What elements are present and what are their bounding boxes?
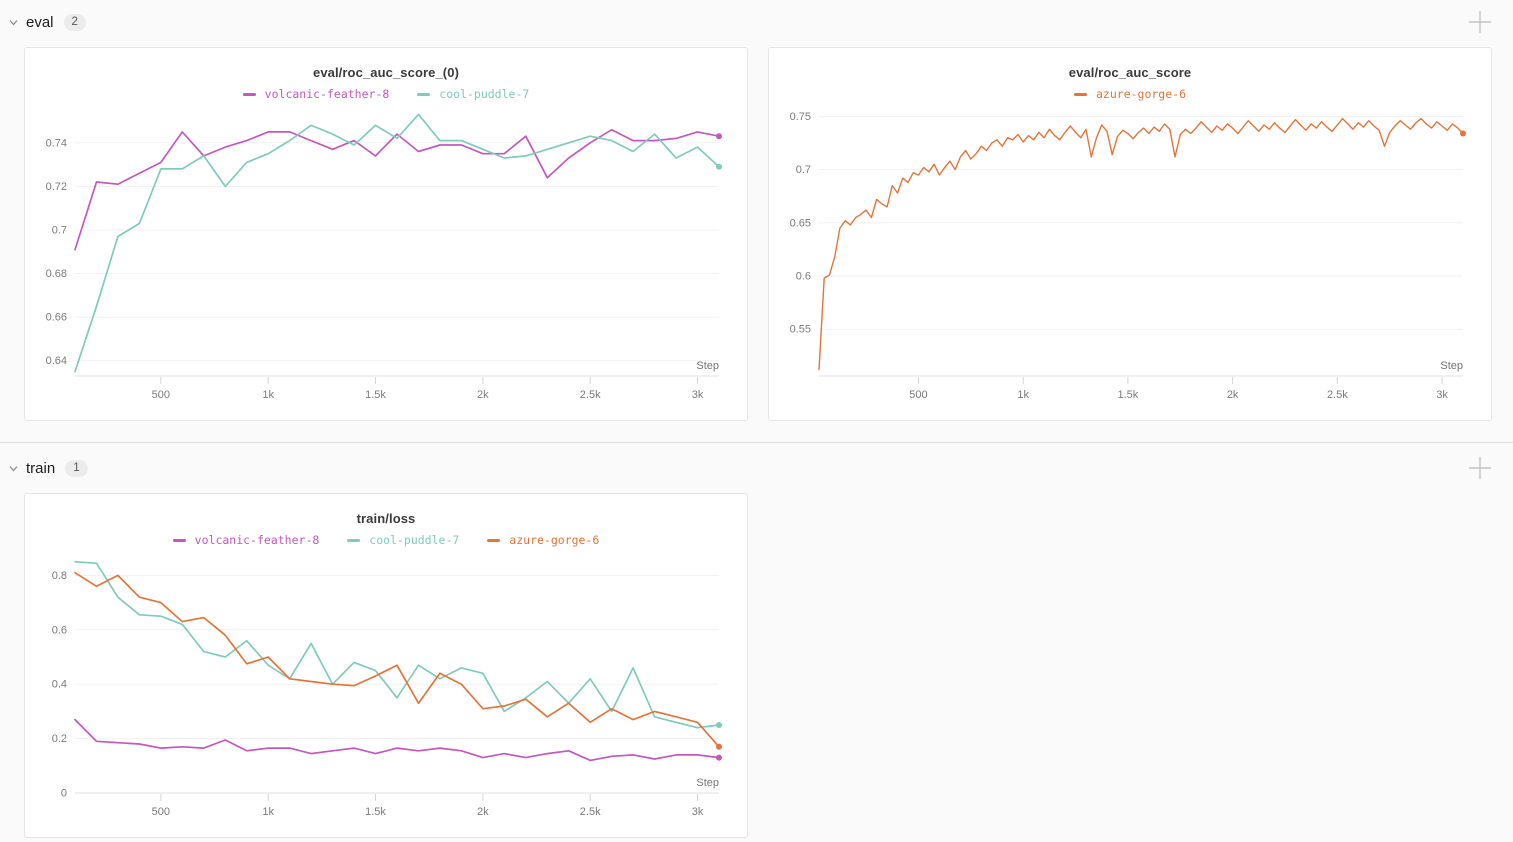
series-endpoint-dot-volcanic-feather-8 xyxy=(716,754,722,761)
chart-canvas[interactable]: 0.55 0.6 0.65 0.7 0.75 500 1k 1.5k 2k 2.5k 3k Step xyxy=(769,101,1491,420)
x-tick-label: 2.5k xyxy=(580,389,601,401)
panel-count-badge: 2 xyxy=(63,13,86,31)
eval-section-header[interactable]: eval 2 xyxy=(0,0,1513,34)
y-tick-label: 0.55 xyxy=(790,324,811,336)
y-tick-label: 0.4 xyxy=(52,679,67,691)
chart-canvas[interactable]: 0.64 0.66 0.68 0.7 0.72 0.74 500 1k 1.5k 2k 2.5k 3k… xyxy=(25,101,747,420)
x-tick-label: 500 xyxy=(152,389,170,401)
y-tick-label: 0.7 xyxy=(796,164,811,176)
run-color-dash xyxy=(487,538,501,542)
train-panels-row: train/loss volcanic-feather-8 cool-puddle… xyxy=(0,480,1513,838)
series-line-cool-puddle-7[interactable] xyxy=(74,113,720,373)
x-tick-label: 1.5k xyxy=(1118,389,1139,401)
panel-count-badge: 1 xyxy=(65,459,88,477)
run-color-dash xyxy=(347,538,361,542)
x-axis-label: Step xyxy=(696,360,719,372)
chart-plot-area[interactable]: 0 0.2 0.4 0.6 0.8 500 1k 1.5k 2k 2.5k 3k Step xyxy=(25,547,747,837)
section-title: eval xyxy=(26,13,54,31)
chevron-down-icon[interactable] xyxy=(6,15,20,29)
run-name-label: cool-puddle-7 xyxy=(439,87,530,101)
run-name-label: azure-gorge-6 xyxy=(509,533,600,547)
chart-title: eval/roc_auc_score xyxy=(1068,65,1192,80)
y-tick-label: 0.75 xyxy=(790,111,811,123)
x-tick-label: 2k xyxy=(477,389,489,401)
series-endpoint-dot-cool-puddle-7 xyxy=(716,163,722,170)
chart-panel-roc-auc-score-0[interactable]: eval/roc_auc_score_(0) volcanic-feather-… xyxy=(24,47,748,421)
chart-plot-area[interactable]: 0.64 0.66 0.68 0.7 0.72 0.74 500 1k 1.5k 2k 2.5k 3k… xyxy=(25,101,747,420)
series-line-cool-puddle-7[interactable] xyxy=(74,560,720,729)
y-tick-label: 0.68 xyxy=(46,268,67,280)
y-tick-label: 0.65 xyxy=(790,217,811,229)
run-name-label: volcanic-feather-8 xyxy=(194,533,320,547)
chart-panel-roc-auc-score[interactable]: eval/roc_auc_score azure-gorge-6 0.55 0.6… xyxy=(768,47,1492,421)
series-line-azure-gorge-6[interactable] xyxy=(818,117,1464,371)
section-train: train 1 train/loss volcanic-feather-8 coo… xyxy=(0,443,1513,838)
x-tick-label: 3k xyxy=(692,389,704,401)
y-tick-label: 0.64 xyxy=(46,355,67,367)
x-tick-label: 3k xyxy=(692,806,704,818)
x-tick-label: 500 xyxy=(152,806,170,818)
series-line-volcanic-feather-8[interactable] xyxy=(74,718,720,762)
legend-item-volcanic-feather-8[interactable]: volcanic-feather-8 xyxy=(242,87,390,101)
series-line-volcanic-feather-8[interactable] xyxy=(74,128,720,251)
x-tick-label: 2.5k xyxy=(580,806,601,818)
add-panel-button[interactable] xyxy=(1465,453,1495,483)
chevron-down-icon[interactable] xyxy=(6,461,20,475)
y-tick-label: 0 xyxy=(61,788,67,800)
x-tick-label: 1k xyxy=(262,389,274,401)
chart-legend: volcanic-feather-8 cool-puddle-7 azure-gor… xyxy=(25,533,747,547)
legend-item-azure-gorge-6[interactable]: azure-gorge-6 xyxy=(487,533,599,547)
run-color-dash xyxy=(417,92,431,96)
x-tick-label: 2.5k xyxy=(1327,389,1348,401)
series-endpoint-dot-azure-gorge-6 xyxy=(1460,130,1466,137)
legend-item-cool-puddle-7[interactable]: cool-puddle-7 xyxy=(347,533,459,547)
legend-item-azure-gorge-6[interactable]: azure-gorge-6 xyxy=(1073,87,1186,101)
x-tick-label: 2k xyxy=(1227,389,1239,401)
section-title: train xyxy=(26,459,56,477)
y-tick-label: 0.66 xyxy=(46,312,67,324)
series-endpoint-dot-volcanic-feather-8 xyxy=(716,133,722,140)
run-color-dash xyxy=(172,538,186,542)
series-endpoint-dot-cool-puddle-7 xyxy=(716,722,722,728)
section-eval: eval 2 eval/roc_auc_score_(0) volcanic-f… xyxy=(0,0,1513,421)
run-name-label: cool-puddle-7 xyxy=(369,533,460,547)
chart-canvas[interactable]: 0 0.2 0.4 0.6 0.8 500 1k 1.5k 2k 2.5k 3k Step xyxy=(25,547,747,837)
chart-legend: volcanic-feather-8 cool-puddle-7 xyxy=(25,87,747,101)
y-tick-label: 0.6 xyxy=(52,624,67,636)
y-tick-label: 0.2 xyxy=(52,733,67,745)
chart-title: eval/roc_auc_score_(0) xyxy=(312,65,459,80)
y-tick-label: 0.8 xyxy=(52,570,67,582)
x-tick-label: 1k xyxy=(262,806,274,818)
x-tick-label: 500 xyxy=(909,389,927,401)
series-endpoint-dot-azure-gorge-6 xyxy=(716,743,722,750)
chart-title: train/loss xyxy=(356,511,416,526)
run-name-label: azure-gorge-6 xyxy=(1095,87,1186,101)
x-tick-label: 1.5k xyxy=(365,389,386,401)
x-tick-label: 1k xyxy=(1017,389,1029,401)
x-axis-label: Step xyxy=(696,777,719,789)
add-panel-button[interactable] xyxy=(1465,7,1495,37)
x-tick-label: 1.5k xyxy=(365,806,386,818)
legend-item-cool-puddle-7[interactable]: cool-puddle-7 xyxy=(417,87,529,101)
section-divider xyxy=(0,442,1513,443)
run-name-label: volcanic-feather-8 xyxy=(264,87,390,101)
x-axis-label: Step xyxy=(1440,360,1463,372)
run-color-dash xyxy=(242,92,256,96)
series-line-azure-gorge-6[interactable] xyxy=(74,571,720,748)
chart-panel-train-loss[interactable]: train/loss volcanic-feather-8 cool-puddle… xyxy=(24,493,748,838)
chart-plot-area[interactable]: 0.55 0.6 0.65 0.7 0.75 500 1k 1.5k 2k 2.5k 3k Step xyxy=(769,101,1491,420)
chart-legend: azure-gorge-6 xyxy=(769,87,1491,101)
y-tick-label: 0.6 xyxy=(796,271,811,283)
y-tick-label: 0.7 xyxy=(52,224,67,236)
eval-panels-row: eval/roc_auc_score_(0) volcanic-feather-… xyxy=(0,34,1513,421)
y-tick-label: 0.72 xyxy=(46,181,67,193)
y-tick-label: 0.74 xyxy=(46,137,67,149)
x-tick-label: 2k xyxy=(477,806,489,818)
x-tick-label: 3k xyxy=(1436,389,1448,401)
legend-item-volcanic-feather-8[interactable]: volcanic-feather-8 xyxy=(172,533,320,547)
run-color-dash xyxy=(1073,92,1087,96)
train-section-header[interactable]: train 1 xyxy=(0,443,1513,480)
